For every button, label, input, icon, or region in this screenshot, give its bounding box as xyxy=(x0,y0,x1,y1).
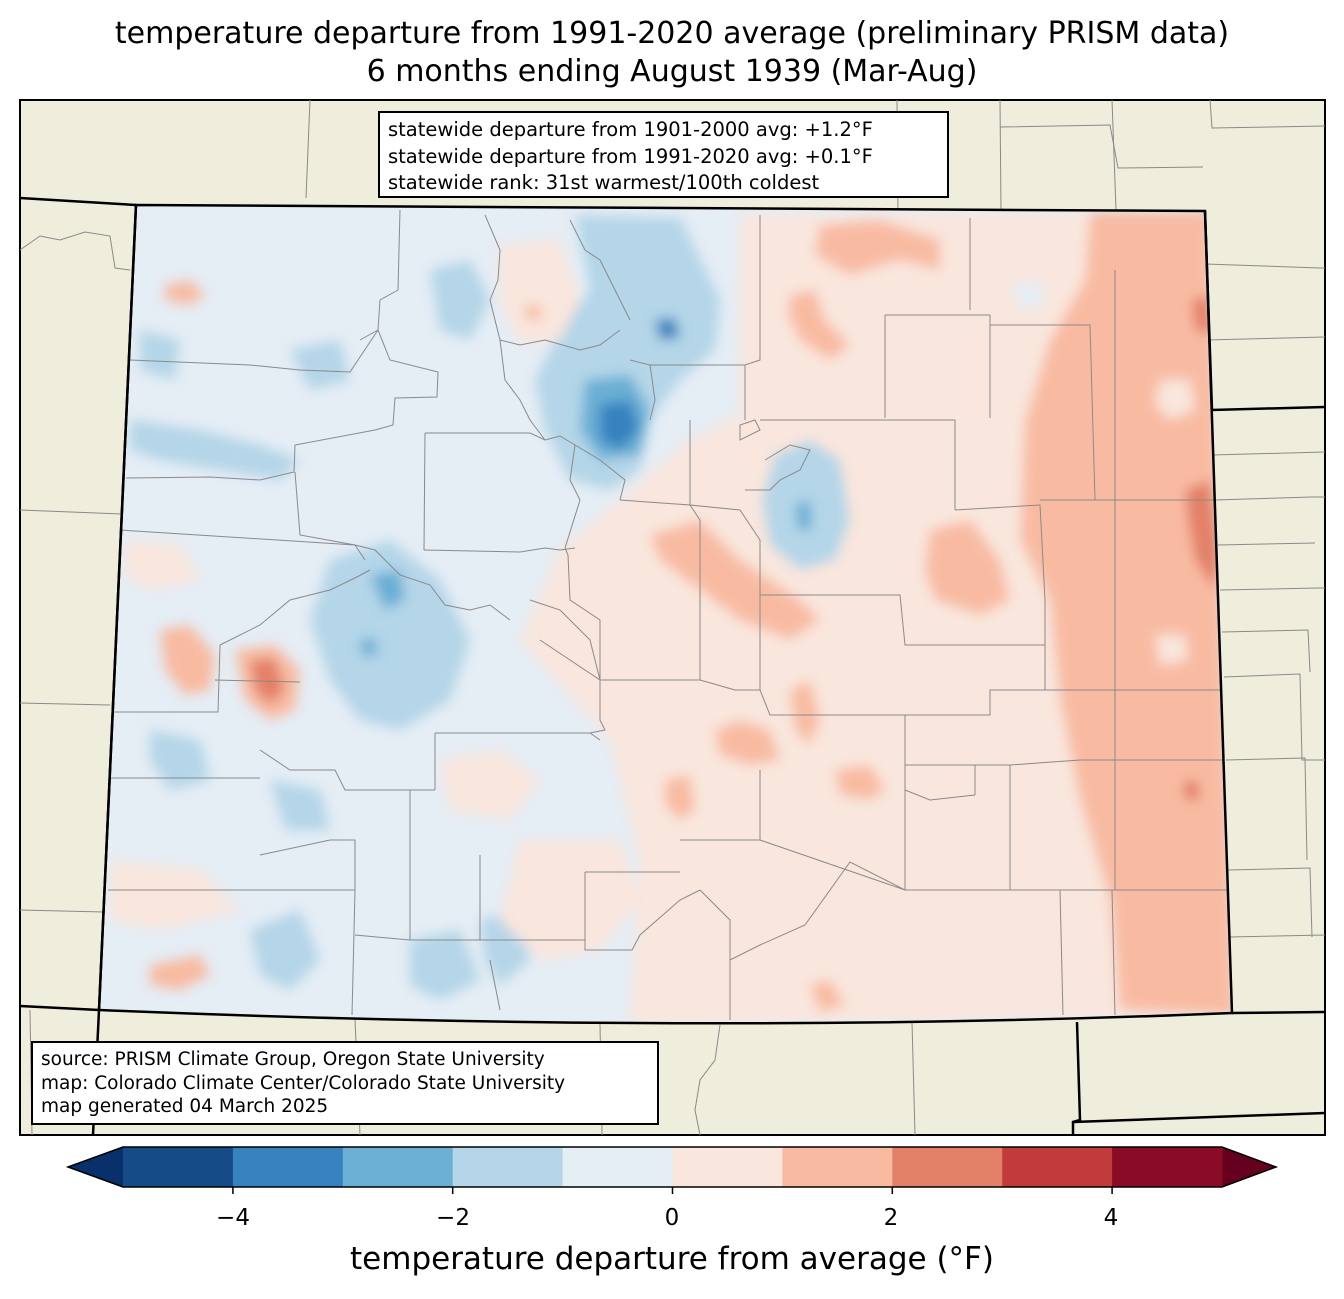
colorbar-extend-low xyxy=(68,1147,123,1187)
colorbar-bin xyxy=(1112,1147,1223,1187)
stats-departure-1901-2000: statewide departure from 1901-2000 avg: … xyxy=(388,118,873,141)
stats-departure-1991-2020: statewide departure from 1991-2020 avg: … xyxy=(388,144,873,168)
colorbar-bin xyxy=(232,1147,344,1187)
map-credit-line: map: Colorado Climate Center/Colorado St… xyxy=(41,1072,566,1094)
colorbar-tick-label: 2 xyxy=(883,1205,899,1231)
neighbor-county-lines xyxy=(19,99,1326,1136)
colorbar-extend-high xyxy=(1222,1147,1276,1187)
colorbar-bin xyxy=(782,1147,893,1187)
colorbar-bin xyxy=(342,1147,454,1187)
temperature-anomaly-field xyxy=(99,205,1232,1024)
colorbar-bin xyxy=(672,1147,783,1187)
colorbar-label: temperature departure from average (°F) xyxy=(350,1241,994,1277)
colorbar-tick-label: −2 xyxy=(436,1205,470,1231)
colorbar-bin xyxy=(452,1147,564,1187)
map-title: temperature departure from 1991-2020 ave… xyxy=(114,16,1230,51)
map-subtitle: 6 months ending August 1939 (Mar-Aug) xyxy=(366,54,978,89)
colorbar xyxy=(65,1146,1279,1194)
generated-date-line: map generated 04 March 2025 xyxy=(41,1096,329,1117)
source-line: source: PRISM Climate Group, Oregon Stat… xyxy=(41,1049,545,1070)
colorbar-tick-label: 4 xyxy=(1103,1205,1119,1231)
colorado-border xyxy=(97,203,1234,1025)
colorbar-tick-label: −4 xyxy=(216,1205,250,1231)
source-box: source: PRISM Climate Group, Oregon Stat… xyxy=(31,1041,659,1125)
colorbar-bin xyxy=(892,1147,1003,1187)
stats-rank: statewide rank: 31st warmest/100th colde… xyxy=(388,171,820,194)
colorbar-bin xyxy=(1002,1147,1113,1187)
colorbar-outline xyxy=(65,1146,1279,1188)
colorbar-bin xyxy=(562,1147,673,1187)
county-lines xyxy=(108,209,1230,1020)
colorbar-tick-label: 0 xyxy=(664,1205,680,1231)
statewide-stats-box: statewide departure from 1901-2000 avg: … xyxy=(378,111,949,198)
colorbar-bin xyxy=(123,1147,234,1187)
